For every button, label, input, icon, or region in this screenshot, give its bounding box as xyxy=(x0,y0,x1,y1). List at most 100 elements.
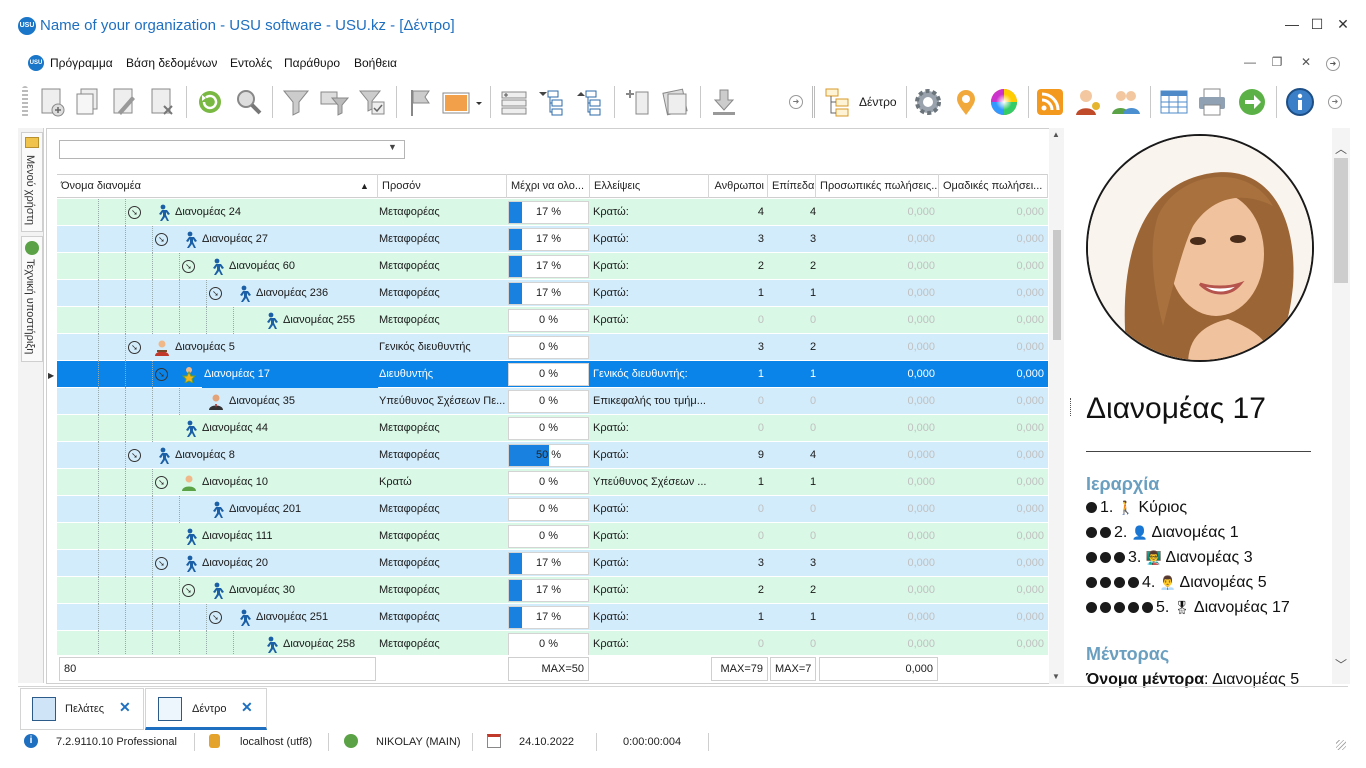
table-row[interactable]: ➘ Διανομέας 17 Διευθυντής 0 % Γενικός διευθυ… xyxy=(57,361,1048,388)
menu-commands[interactable]: Εντολές xyxy=(230,56,273,70)
table-row[interactable]: ➘ Διανομέας 24 Μεταφορέας 17 % Κρατώ: 4 4 0,000… xyxy=(57,199,1048,226)
distributor-name[interactable]: Διανομέας 236 xyxy=(256,287,329,299)
distributor-name[interactable]: Διανομέας 10 xyxy=(202,476,268,488)
column-header-qualification[interactable]: Προσόν xyxy=(378,174,507,198)
chevron-down-icon[interactable]: ▼ xyxy=(388,142,397,152)
notes-button[interactable] xyxy=(660,86,692,118)
tab-tree[interactable]: Δέντρο ✕ xyxy=(145,688,267,730)
distributor-name[interactable]: Διανομέας 251 xyxy=(256,611,329,623)
minimize-button[interactable]: — xyxy=(1285,16,1299,32)
toolbar-collapse-icon[interactable]: ➜ xyxy=(789,95,803,109)
mdi-close-button[interactable]: ✕ xyxy=(1300,55,1312,69)
distributor-name[interactable]: Διανομέας 60 xyxy=(229,260,295,272)
filter-apply-button[interactable] xyxy=(356,86,388,118)
menu-window[interactable]: Παράθυρο xyxy=(284,56,341,70)
table-row[interactable]: ➘ Διανομέας 27 Μεταφορέας 17 % Κρατώ: 3 3 0,000… xyxy=(57,226,1048,253)
table-row[interactable]: ➘ Διανομέας 30 Μεταφορέας 17 % Κρατώ: 2 2 0,000… xyxy=(57,577,1048,604)
distributor-name[interactable]: Διανομέας 111 xyxy=(202,530,273,542)
distributor-name[interactable]: Διανομέας 20 xyxy=(202,557,268,569)
expand-toggle-icon[interactable]: ➘ xyxy=(182,260,195,273)
mdi-restore-button[interactable]: ❐ xyxy=(1271,55,1283,69)
image-menu-button[interactable] xyxy=(440,86,484,118)
tree-expand-button[interactable] xyxy=(574,86,606,118)
distributor-name[interactable]: Διανομέας 17 xyxy=(202,361,378,388)
distributor-name[interactable]: Διανομέας 24 xyxy=(175,206,241,218)
settings-gear-icon[interactable] xyxy=(912,86,944,118)
edit-record-button[interactable] xyxy=(108,86,140,118)
next-arrow-icon[interactable] xyxy=(1236,86,1268,118)
expand-toggle-icon[interactable]: ➘ xyxy=(155,233,168,246)
filter-combobox[interactable] xyxy=(59,140,405,159)
menu-database[interactable]: Βάση δεδομένων xyxy=(126,56,218,70)
hierarchy-item[interactable]: 3. 👨‍🏫 Διανομέας 3 xyxy=(1086,549,1253,567)
distributor-name[interactable]: Διανομέας 30 xyxy=(229,584,295,596)
maximize-button[interactable]: ☐ xyxy=(1310,16,1324,32)
table-row[interactable]: Διανομέας 258 Μεταφορέας 0 % Κρατώ: 0 0 0,000 0… xyxy=(57,631,1048,658)
details-scroll-down-icon[interactable]: ﹀ xyxy=(1335,658,1348,672)
mdi-minimize-button[interactable]: — xyxy=(1244,55,1256,69)
user-key-icon[interactable] xyxy=(1072,86,1104,118)
tree-collapse-button[interactable] xyxy=(536,86,568,118)
distributor-name[interactable]: Διανομέας 35 xyxy=(229,395,295,407)
tab-clients[interactable]: Πελάτες ✕ xyxy=(20,688,144,730)
column-header-people[interactable]: Ανθρωποι xyxy=(709,174,768,198)
download-button[interactable] xyxy=(708,86,740,118)
table-row[interactable]: ➘ Διανομέας 10 Κρατώ 0 % Υπεύθυνος Σχέσεων .… xyxy=(57,469,1048,496)
close-button[interactable]: ✕ xyxy=(1337,16,1349,32)
info-icon[interactable] xyxy=(1284,86,1316,118)
distributor-name[interactable]: Διανομέας 201 xyxy=(229,503,302,515)
column-header-personal-sales[interactable]: Προσωπικές πωλήσεις... xyxy=(816,174,939,198)
hierarchy-item[interactable]: 2. 👤 Διανομέας 1 xyxy=(1086,524,1239,542)
menu-help[interactable]: Βοήθεια xyxy=(354,56,397,70)
distributor-name[interactable]: Διανομέας 27 xyxy=(202,233,268,245)
expand-toggle-icon[interactable]: ➘ xyxy=(155,368,168,381)
grid-scrollbar-thumb[interactable] xyxy=(1053,230,1061,340)
table-row[interactable]: ➘ Διανομέας 8 Μεταφορέας 50 % Κρατώ: 9 4 0,000 0… xyxy=(57,442,1048,469)
resize-grip[interactable] xyxy=(1336,740,1346,750)
expand-toggle-icon[interactable]: ➘ xyxy=(128,341,141,354)
copy-record-button[interactable] xyxy=(72,86,104,118)
table-row[interactable]: ➘ Διανομέας 20 Μεταφορέας 17 % Κρατώ: 3 3 0,000… xyxy=(57,550,1048,577)
expand-rows-button[interactable] xyxy=(498,86,530,118)
filter-settings-button[interactable] xyxy=(318,86,350,118)
flag-button[interactable] xyxy=(404,86,436,118)
table-row[interactable]: Διανομέας 111 Μεταφορέας 0 % Κρατώ: 0 0 0,000 0… xyxy=(57,523,1048,550)
toolbar-more-icon[interactable]: ➜ xyxy=(1328,95,1342,109)
tech-support-tab[interactable]: Τεχνική υποστήριξη xyxy=(21,236,43,362)
scroll-down-icon[interactable]: ▼ xyxy=(1052,672,1060,681)
distributor-name[interactable]: Διανομέας 258 xyxy=(283,638,356,650)
expand-toggle-icon[interactable]: ➘ xyxy=(182,584,195,597)
search-button[interactable] xyxy=(232,86,264,118)
add-column-button[interactable] xyxy=(622,86,654,118)
tree-view-button[interactable]: Δέντρο xyxy=(822,86,902,118)
print-icon[interactable] xyxy=(1196,86,1228,118)
distributor-name[interactable]: Διανομέας 255 xyxy=(283,314,356,326)
hierarchy-item[interactable]: 4. 👨‍💼 Διανομέας 5 xyxy=(1086,574,1267,592)
map-pin-icon[interactable] xyxy=(950,86,982,118)
table-row[interactable]: ➘ Διανομέας 236 Μεταφορέας 17 % Κρατώ: 1 1 0,00… xyxy=(57,280,1048,307)
table-row[interactable]: Διανομέας 201 Μεταφορέας 0 % Κρατώ: 0 0 0,000 0… xyxy=(57,496,1048,523)
menu-program[interactable]: Πρόγραμμα xyxy=(50,56,113,70)
hierarchy-item[interactable]: 1. 🚶 Κύριος xyxy=(1086,499,1187,517)
expand-toggle-icon[interactable]: ➘ xyxy=(155,557,168,570)
column-header-group-sales[interactable]: Ομαδικές πωλήσει... xyxy=(939,174,1048,198)
expand-toggle-icon[interactable]: ➘ xyxy=(128,206,141,219)
distributor-name[interactable]: Διανομέας 8 xyxy=(175,449,235,461)
table-row[interactable]: ➘ Διανομέας 5 Γενικός διευθυντής 0 % 3 2 0,000… xyxy=(57,334,1048,361)
add-record-button[interactable] xyxy=(36,86,68,118)
distributor-name[interactable]: Διανομέας 5 xyxy=(175,341,235,353)
table-row[interactable]: Διανομέας 35 Υπεύθυνος Σχέσεων Πε... 0 % Επ… xyxy=(57,388,1048,415)
hierarchy-item[interactable]: 5. 🎖 Διανομέας 17 xyxy=(1086,599,1290,617)
tab-tree-close-icon[interactable]: ✕ xyxy=(241,699,253,715)
filter-button[interactable] xyxy=(280,86,312,118)
column-header-progress[interactable]: Μέχρι να ολο... xyxy=(507,174,590,198)
distributor-name[interactable]: Διανομέας 44 xyxy=(202,422,268,434)
column-header-name[interactable]: Όνομα διανομέα ▲ xyxy=(57,174,378,198)
refresh-button[interactable] xyxy=(194,86,226,118)
grid-scrollbar[interactable] xyxy=(1049,128,1064,684)
column-header-levels[interactable]: Επίπεδα xyxy=(768,174,816,198)
tab-clients-close-icon[interactable]: ✕ xyxy=(119,699,131,715)
user-menu-tab[interactable]: Μενού χρήστη xyxy=(21,132,43,232)
table-row[interactable]: Διανομέας 44 Μεταφορέας 0 % Κρατώ: 0 0 0,000 0,… xyxy=(57,415,1048,442)
expand-toggle-icon[interactable]: ➘ xyxy=(128,449,141,462)
